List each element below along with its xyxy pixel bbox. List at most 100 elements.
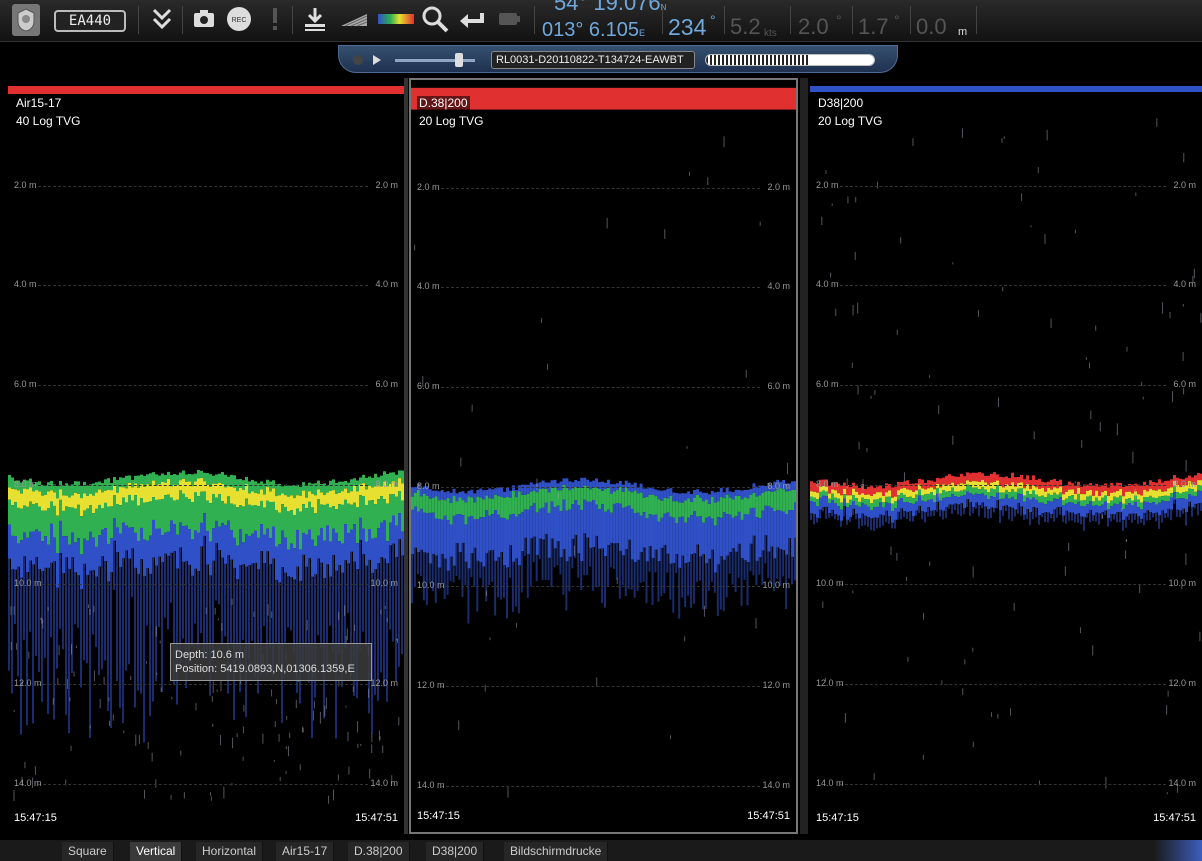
echo-sample [693,510,697,554]
echo-sample [257,569,259,694]
echo-sample [281,530,284,568]
tab-horizontal[interactable]: Horizontal [196,842,264,861]
echo-sample [1125,504,1128,517]
echo-sample [74,492,77,509]
echo-sample [1155,498,1158,505]
echo-sample [479,488,483,498]
replay-progress-bar[interactable] [705,54,875,66]
noise-sample [821,216,823,226]
echo-sample [491,489,495,499]
echo-sample [589,501,593,548]
echo-sample [601,504,604,549]
hatch-icon[interactable] [338,4,370,34]
echo-sample [191,539,194,576]
echo-sample [110,483,113,491]
record-button[interactable]: REC [224,4,254,34]
tab-d-38-200[interactable]: D.38|200 [348,842,410,861]
play-icon[interactable] [373,55,381,65]
echo-sample [1038,502,1041,516]
echo-sample [788,483,792,492]
echo-sample [35,503,38,530]
echo-sample [1200,485,1202,492]
echo-sample [1023,488,1026,496]
noise-sample [471,404,473,412]
echo-sample [299,549,302,581]
echo-sample [29,501,32,532]
echo-sample [900,498,903,509]
echo-sample [722,559,725,612]
noise-sample [1085,357,1087,360]
echo-sample [764,535,767,564]
echo-sample [758,557,761,575]
echo-sample [520,511,524,552]
depth-label-right: 14.0 m [1168,778,1196,788]
replay-speed-slider[interactable] [395,59,475,62]
roll-value: 2.0 [798,14,829,39]
depth-label-right: 4.0 m [375,279,398,289]
echo-sample [29,487,32,502]
echo-sample [317,489,320,500]
tab-bildschirmdrucke[interactable]: Bildschirmdrucke [504,842,609,861]
echo-sample [245,534,248,567]
echo-sample [1128,491,1131,499]
echo-sample [1137,494,1140,500]
echo-sample [764,491,768,506]
echo-sample [924,489,927,495]
echo-sample [377,528,380,563]
echo-sample [140,474,143,485]
battery-icon[interactable] [496,4,522,34]
echo-sample [182,470,185,479]
replay-speed-thumb[interactable] [455,53,463,67]
panel-divider[interactable] [404,78,408,834]
noise-sample [606,217,608,229]
echo-sample [197,478,200,497]
tab-air15-17[interactable]: Air15-17 [276,842,335,861]
depth-gridline [441,287,760,288]
echogram-panel-1[interactable]: Air15-17 40 Log TVG 15:47:15 15:47:51 2.… [8,78,404,834]
echo-sample [609,542,612,568]
zoom-icon[interactable] [420,4,450,34]
chevron-double-down-icon[interactable] [148,4,176,34]
echogram-panel-2[interactable]: D.38|200 20 Log TVG 15:47:15 15:47:51 2.… [409,78,798,834]
tab-d38-200[interactable]: D38|200 [426,842,485,861]
noise-sample [890,546,892,555]
echo-sample [326,564,328,670]
depth-label-left: 14.0 m [816,778,844,788]
noise-sample [1182,351,1184,362]
echo-sample [458,491,462,498]
stop-icon[interactable] [353,55,363,65]
echo-sample [1179,487,1182,494]
echo-sample [1083,484,1086,495]
camera-icon[interactable] [190,4,218,34]
echo-sample [921,479,924,489]
echo-sample [1005,484,1008,490]
echo-sample [912,503,915,517]
echo-sample [699,497,702,517]
return-icon[interactable] [456,4,486,34]
exclamation-icon[interactable] [266,4,284,34]
echo-sample [678,517,682,568]
tab-square[interactable]: Square [62,842,114,861]
depth-gridline [38,385,368,386]
echo-sample [1146,501,1149,511]
echo-sample [1182,479,1185,486]
echo-sample [257,483,260,494]
echo-sample [125,525,128,551]
echo-sample [392,481,395,495]
heave-unit: m [958,26,968,38]
noise-sample [276,699,278,705]
panel-divider[interactable] [800,78,808,834]
echo-sample [1083,506,1086,518]
tab-vertical[interactable]: Vertical [130,842,183,861]
echogram-panel-3[interactable]: D38|200 20 Log TVG 15:47:15 15:47:51 2.0… [810,78,1202,834]
color-bar-icon[interactable] [376,4,416,34]
echo-sample [302,532,305,555]
crest-icon[interactable] [12,4,40,36]
bottom-depth-icon[interactable] [300,4,330,34]
noise-sample [159,640,161,644]
echo-sample [580,487,584,510]
echo-sample [11,535,14,570]
echo-sample [440,519,444,554]
echo-sample [392,472,395,482]
echo-sample [1002,498,1005,506]
